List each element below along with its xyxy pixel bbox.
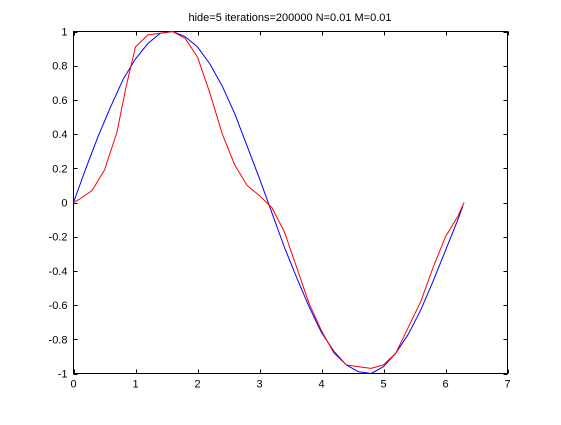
y-tick-label: -0.8 — [49, 334, 68, 346]
y-tick-label: -0.4 — [49, 266, 68, 278]
y-tick-label: 0.2 — [52, 163, 67, 175]
x-tick-label: 6 — [442, 379, 448, 391]
axis-tick-labels: 0 1 2 3 4 5 6 7 -1 -0.8 -0.6 -0.4 -0.2 0 0.2 0.4 0.6 0.8 1 — [49, 27, 511, 391]
series-lines — [73, 31, 465, 374]
y-tick-label: -1 — [58, 369, 68, 381]
y-tick-label: -0.2 — [49, 232, 68, 244]
x-tick-label: 3 — [256, 379, 262, 391]
y-tick-label: 1 — [61, 27, 67, 39]
x-tick-label: 4 — [318, 379, 324, 391]
x-tick-label: 1 — [132, 379, 138, 391]
axis-ticks — [73, 31, 509, 375]
x-tick-label: 0 — [70, 379, 76, 391]
y-tick-label: -0.6 — [49, 300, 68, 312]
y-tick-label: 0.6 — [52, 95, 67, 107]
y-tick-label: 0.4 — [52, 129, 67, 141]
x-tick-label: 5 — [380, 379, 386, 391]
chart-title: hide=5 iterations=200000 N=0.01 M=0.01 — [188, 12, 391, 24]
series-line-2 — [73, 31, 465, 369]
plot-area — [73, 31, 508, 374]
y-tick-label: 0 — [61, 198, 67, 210]
x-tick-label: 7 — [504, 379, 510, 391]
y-tick-label: 0.8 — [52, 61, 67, 73]
x-tick-label: 2 — [194, 379, 200, 391]
series-line-1 — [73, 31, 464, 374]
